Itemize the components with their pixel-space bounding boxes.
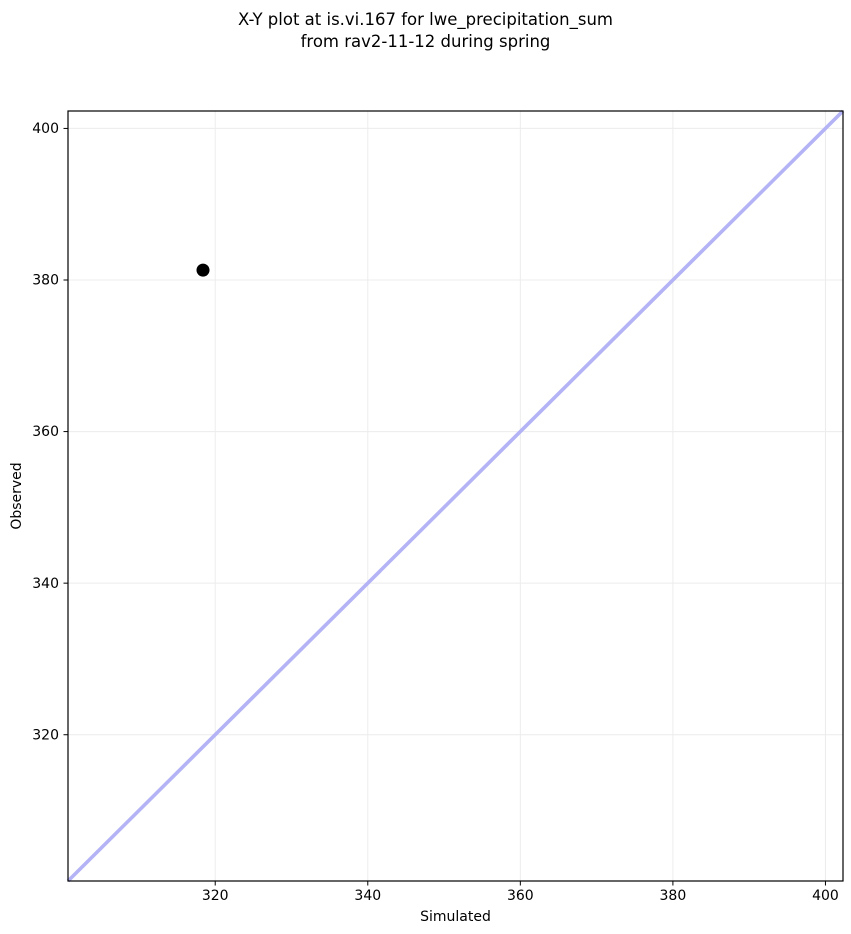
x-tick-label: 360 (507, 888, 534, 904)
y-axis-label: Observed (9, 462, 25, 529)
y-tick-label: 340 (32, 576, 59, 592)
y-tick-label: 360 (32, 424, 59, 440)
y-tick-label: 380 (32, 273, 59, 289)
y-tick-label: 400 (32, 121, 59, 137)
chart-title-line-1: X-Y plot at is.vi.167 for lwe_precipitat… (238, 10, 613, 29)
data-point (196, 263, 210, 277)
plot-border (67, 110, 844, 882)
identity-line (66, 109, 845, 883)
chart-title-line-2: from rav2-11-12 during spring (300, 32, 551, 51)
x-tick-label: 400 (812, 888, 839, 904)
y-tick-label: 320 (32, 727, 59, 743)
x-tick-label: 320 (202, 888, 229, 904)
x-axis-label: Simulated (420, 909, 491, 925)
x-tick-label: 380 (660, 888, 687, 904)
chart-title: X-Y plot at is.vi.167 for lwe_precipitat… (0, 9, 851, 53)
x-tick-label: 340 (354, 888, 381, 904)
